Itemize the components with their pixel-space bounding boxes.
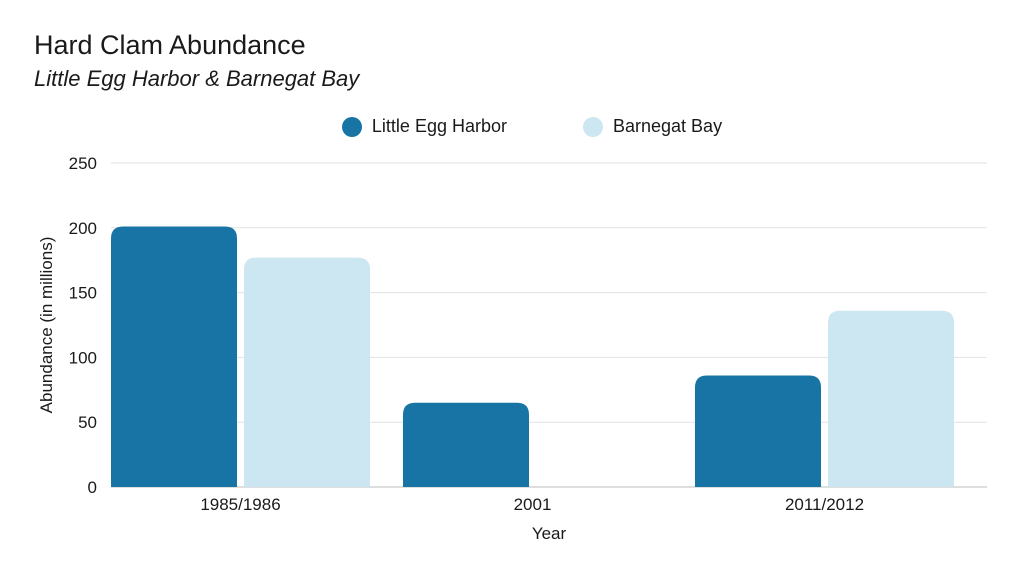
legend-item-barnegat-bay[interactable]: Barnegat Bay bbox=[583, 116, 722, 137]
legend-swatch-little-egg-harbor bbox=[341, 116, 362, 137]
y-tick-label: 50 bbox=[78, 413, 97, 432]
x-tick-label: 2001 bbox=[514, 495, 552, 514]
x-axis-label: Year bbox=[532, 524, 567, 543]
y-tick-label: 250 bbox=[69, 154, 97, 173]
legend-label-little-egg-harbor: Little Egg Harbor bbox=[371, 116, 507, 136]
legend-label-barnegat-bay: Barnegat Bay bbox=[613, 116, 723, 136]
bars bbox=[111, 226, 954, 487]
x-axis-ticks: 1985/1986 2001 2011/2012 bbox=[200, 495, 864, 514]
y-tick-label: 100 bbox=[69, 348, 97, 367]
bar-little-egg-harbor-2001[interactable] bbox=[403, 402, 529, 487]
chart-subtitle: Little Egg Harbor & Barnegat Bay bbox=[34, 66, 360, 91]
bar-barnegat-bay-1985-1986[interactable] bbox=[244, 257, 370, 487]
bar-barnegat-bay-2011-2012[interactable] bbox=[828, 310, 954, 487]
legend: Little Egg Harbor Barnegat Bay bbox=[0, 116, 1024, 137]
legend-swatch-barnegat-bay bbox=[583, 116, 603, 137]
x-tick-label: 2011/2012 bbox=[785, 495, 864, 514]
chart-title: Hard Clam Abundance bbox=[34, 30, 306, 60]
y-tick-label: 0 bbox=[88, 478, 97, 497]
y-axis-ticks: 0 50 100 150 200 250 bbox=[69, 154, 97, 497]
y-tick-label: 150 bbox=[69, 284, 97, 303]
x-tick-label: 1985/1986 bbox=[200, 495, 280, 514]
y-axis-label: Abundance (in millions) bbox=[37, 237, 56, 414]
bar-little-egg-harbor-2011-2012[interactable] bbox=[695, 375, 821, 487]
y-tick-label: 200 bbox=[69, 219, 97, 238]
bar-little-egg-harbor-1985-1986[interactable] bbox=[111, 226, 237, 487]
legend-item-little-egg-harbor[interactable]: Little Egg Harbor bbox=[341, 116, 507, 137]
